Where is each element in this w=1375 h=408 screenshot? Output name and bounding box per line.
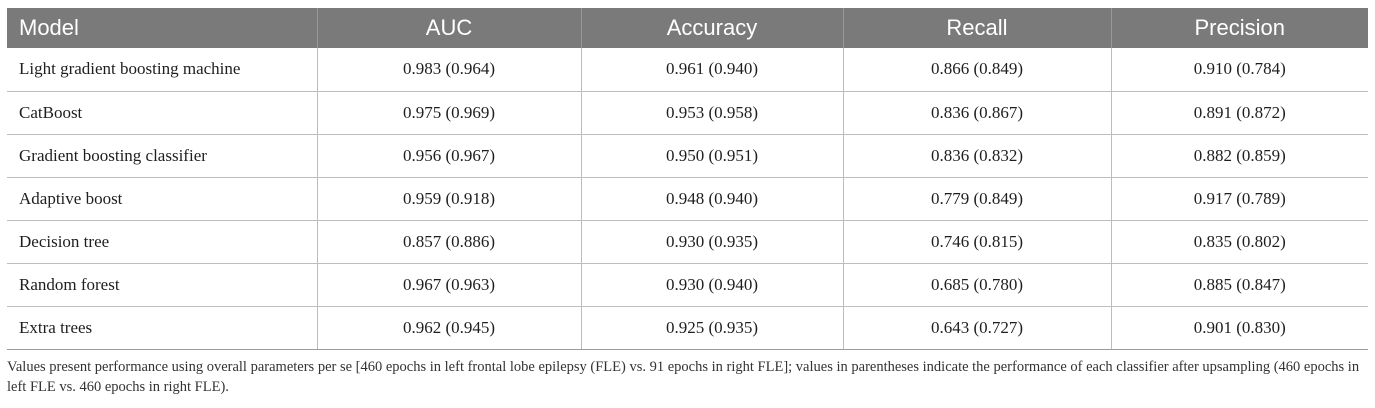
header-model: Model bbox=[19, 15, 79, 40]
header-precision: Precision bbox=[1110, 8, 1368, 48]
cell-auc: 0.975 (0.969) bbox=[316, 91, 581, 135]
cell-recall: 0.685 (0.780) bbox=[842, 263, 1111, 307]
cell-auc: 0.959 (0.918) bbox=[316, 177, 581, 221]
header-recall: Recall bbox=[842, 8, 1111, 48]
table-body: Light gradient boosting machine 0.983 (0… bbox=[7, 48, 1368, 350]
cell-recall: 0.836 (0.832) bbox=[842, 134, 1111, 178]
cell-accuracy: 0.948 (0.940) bbox=[580, 177, 843, 221]
table-row: Extra trees 0.962 (0.945) 0.925 (0.935) … bbox=[7, 306, 1368, 350]
header-accuracy: Accuracy bbox=[580, 8, 843, 48]
table-row: Decision tree 0.857 (0.886) 0.930 (0.935… bbox=[7, 220, 1368, 264]
table-row: CatBoost 0.975 (0.969) 0.953 (0.958) 0.8… bbox=[7, 91, 1368, 135]
cell-recall: 0.643 (0.727) bbox=[842, 306, 1111, 350]
cell-accuracy: 0.950 (0.951) bbox=[580, 134, 843, 178]
cell-model: Gradient boosting classifier bbox=[7, 134, 317, 178]
cell-precision: 0.891 (0.872) bbox=[1110, 91, 1368, 135]
cell-recall: 0.746 (0.815) bbox=[842, 220, 1111, 264]
cell-accuracy: 0.961 (0.940) bbox=[580, 48, 843, 92]
cell-model: Random forest bbox=[7, 263, 317, 307]
cell-recall: 0.836 (0.867) bbox=[842, 91, 1111, 135]
cell-precision: 0.910 (0.784) bbox=[1110, 48, 1368, 92]
cell-recall: 0.866 (0.849) bbox=[842, 48, 1111, 92]
header-row: Model AUC Accuracy Recall Precision bbox=[7, 8, 1368, 48]
cell-precision: 0.835 (0.802) bbox=[1110, 220, 1368, 264]
model-performance-table: Model AUC Accuracy Recall Precision Ligh… bbox=[7, 8, 1368, 350]
cell-model: CatBoost bbox=[7, 91, 317, 135]
cell-auc: 0.967 (0.963) bbox=[316, 263, 581, 307]
cell-precision: 0.917 (0.789) bbox=[1110, 177, 1368, 221]
cell-model: Adaptive boost bbox=[7, 177, 317, 221]
cell-accuracy: 0.925 (0.935) bbox=[580, 306, 843, 350]
cell-precision: 0.885 (0.847) bbox=[1110, 263, 1368, 307]
cell-model: Decision tree bbox=[7, 220, 317, 264]
header-auc: AUC bbox=[316, 8, 581, 48]
cell-model: Extra trees bbox=[7, 306, 317, 350]
table-row: Light gradient boosting machine 0.983 (0… bbox=[7, 48, 1368, 92]
table-footnote: Values present performance using overall… bbox=[7, 358, 1360, 395]
table-header: Model AUC Accuracy Recall Precision bbox=[7, 8, 1368, 48]
cell-accuracy: 0.930 (0.935) bbox=[580, 220, 843, 264]
cell-recall: 0.779 (0.849) bbox=[842, 177, 1111, 221]
cell-auc: 0.983 (0.964) bbox=[316, 48, 581, 92]
cell-precision: 0.901 (0.830) bbox=[1110, 306, 1368, 350]
cell-accuracy: 0.930 (0.940) bbox=[580, 263, 843, 307]
table-row: Random forest 0.967 (0.963) 0.930 (0.940… bbox=[7, 263, 1368, 307]
cell-accuracy: 0.953 (0.958) bbox=[580, 91, 843, 135]
cell-auc: 0.857 (0.886) bbox=[316, 220, 581, 264]
table-row: Adaptive boost 0.959 (0.918) 0.948 (0.94… bbox=[7, 177, 1368, 221]
cell-model: Light gradient boosting machine bbox=[7, 48, 317, 92]
cell-precision: 0.882 (0.859) bbox=[1110, 134, 1368, 178]
cell-auc: 0.962 (0.945) bbox=[316, 306, 581, 350]
table-row: Gradient boosting classifier 0.956 (0.96… bbox=[7, 134, 1368, 178]
cell-auc: 0.956 (0.967) bbox=[316, 134, 581, 178]
